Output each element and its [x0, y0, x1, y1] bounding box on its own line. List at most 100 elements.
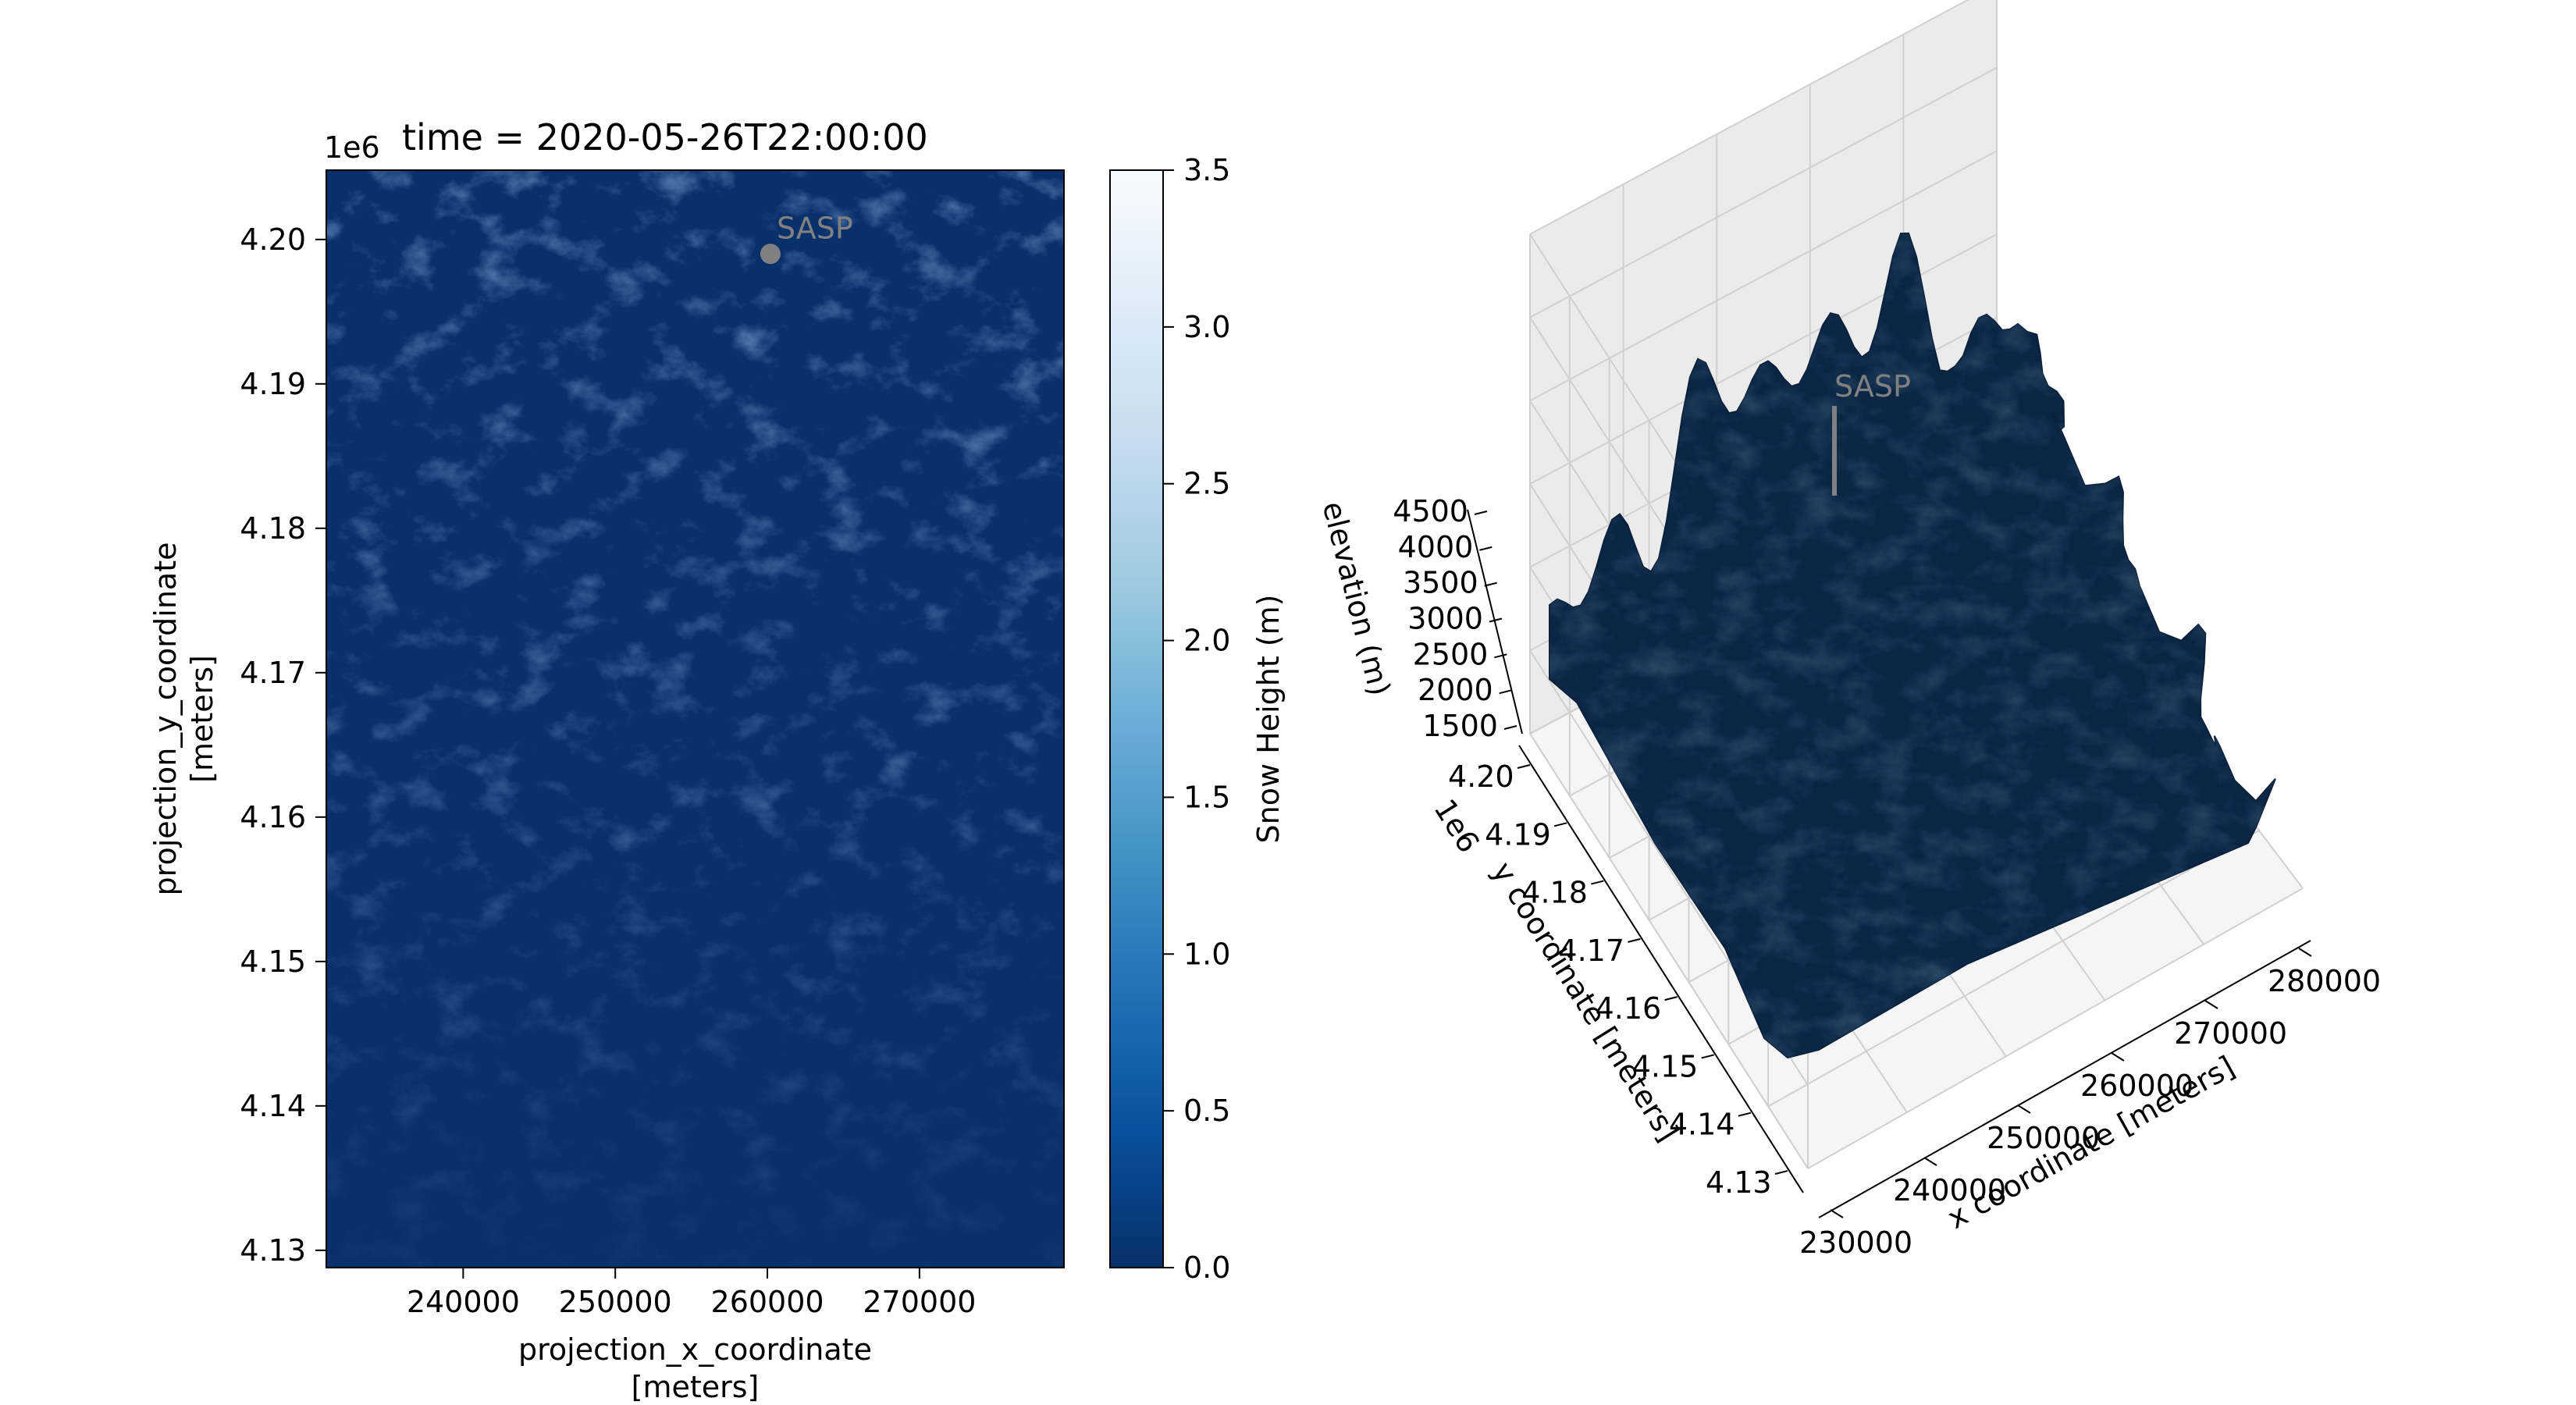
- y3d-tick: [1553, 822, 1567, 827]
- x-tick-label: 250000: [559, 1285, 672, 1319]
- y3d-tick: [1701, 1054, 1714, 1059]
- heatmap-ylabel: projection_y_coordinate: [148, 542, 183, 896]
- colorbar-tick-label: 3.0: [1183, 310, 1230, 344]
- x3d-tick: [2298, 948, 2312, 957]
- x3d-tick: [1923, 1157, 1937, 1166]
- y-tick-label: 4.13: [240, 1233, 306, 1268]
- y-tick-label: 4.18: [240, 511, 306, 546]
- heatmap-xlabel-unit: [meters]: [632, 1370, 760, 1404]
- y-tick-label: 4.20: [240, 222, 306, 257]
- z3d-tick-label: 4500: [1393, 494, 1468, 528]
- z3d-tick: [1489, 617, 1503, 623]
- colorbar-tick-label: 0.0: [1183, 1250, 1230, 1285]
- y3d-tick-label: 4.13: [1706, 1165, 1772, 1200]
- terrain-surface-shading: [1550, 233, 2275, 1058]
- x3d-tick: [2111, 1052, 2125, 1062]
- surface-zlabel: elevation (m): [1315, 498, 1397, 699]
- z3d-tick: [1474, 510, 1488, 515]
- surface-sasp-label: SASP: [1834, 369, 1911, 404]
- heatmap-image: [326, 170, 1064, 1268]
- z3d-tick: [1479, 546, 1493, 551]
- y3d-tick-label: 4.18: [1521, 876, 1588, 910]
- grid-line: [1529, 66, 1998, 318]
- y-tick-label: 4.15: [240, 944, 306, 979]
- x-tick-label: 270000: [863, 1285, 976, 1319]
- x3d-tick: [2204, 1000, 2218, 1009]
- y3d-tick-label: 4.20: [1448, 759, 1514, 794]
- x3d-tick: [2017, 1104, 2031, 1114]
- colorbar-tick-label: 2.0: [1183, 624, 1230, 658]
- x3d-tick-label: 270000: [2174, 1016, 2287, 1051]
- colorbar-bar: [1109, 169, 1164, 1268]
- y3d-tick-label: 4.17: [1558, 934, 1624, 968]
- grid-line: [1807, 887, 2304, 1169]
- y3d-tick: [1628, 937, 1641, 943]
- z3d-tick: [1503, 725, 1517, 730]
- colorbar-tick-label: 1.0: [1183, 937, 1230, 971]
- 3d-axis-lines: [1467, 509, 2311, 1218]
- y3d-tick-label: 4.16: [1596, 991, 1662, 1026]
- grid-line: [1529, 150, 1998, 402]
- z3d-tick-label: 2500: [1413, 637, 1489, 671]
- grid-line: [1529, 733, 1809, 1169]
- heatmap-x-ticks: 240000 250000 260000 270000: [407, 1268, 976, 1319]
- x3d-tick-label: 250000: [1987, 1121, 2100, 1155]
- y3d-tick-label: 4.15: [1632, 1049, 1699, 1083]
- y-tick-label: 4.17: [240, 656, 306, 690]
- surface-sasp-annotation: SASP: [1832, 369, 1911, 496]
- x-tick-label: 260000: [711, 1285, 824, 1319]
- elevation-surface-3d: 230000 240000 250000 260000 270000 280000 4.1…: [1315, 0, 2381, 1260]
- y-offset-label: 1e6: [324, 130, 380, 165]
- colorbar-tick-label: 0.5: [1183, 1094, 1230, 1128]
- heatmap-frame: [326, 169, 1065, 1268]
- colorbar-ticks: 0.0 0.5 1.0 1.5 2.0 2.5 3.0 3.5: [1163, 153, 1230, 1285]
- x3d-tick-label: 230000: [1799, 1225, 1912, 1260]
- sasp-marker: [760, 244, 781, 265]
- heatmap-ylabel-unit: [meters]: [185, 655, 219, 783]
- y-tick-label: 4.16: [240, 800, 306, 834]
- z3d-tick-label: 1500: [1422, 709, 1498, 743]
- x3d-tick-label: 280000: [2268, 964, 2381, 998]
- z3d-tick-label: 3000: [1407, 602, 1483, 636]
- y3d-tick-label: 4.14: [1669, 1108, 1735, 1142]
- colorbar-label: Snow Height (m): [1251, 595, 1286, 844]
- axis-line: [1518, 745, 1804, 1193]
- colorbar-tick-label: 2.5: [1183, 467, 1230, 501]
- axis-line: [1818, 940, 2311, 1218]
- axis-line: [1467, 509, 1523, 735]
- z3d-tick-label: 3500: [1403, 566, 1478, 600]
- colorbar: 0.0 0.5 1.0 1.5 2.0 2.5 3.0 3.5 Snow Height (m): [1109, 153, 1286, 1285]
- 3d-x-ticks: 230000 240000 250000 260000 270000 280000: [1799, 948, 2381, 1260]
- colorbar-tick-label: 1.5: [1183, 780, 1230, 814]
- z3d-tick-label: 2000: [1418, 673, 1493, 707]
- y3d-tick-label: 4.19: [1485, 817, 1551, 852]
- surface-y-offset-label: 1e6: [1427, 793, 1485, 859]
- sasp-annotation: SASP: [760, 211, 853, 265]
- y3d-tick: [1517, 764, 1531, 769]
- 3d-y-ticks: 4.13 4.14 4.15 4.16 4.17 4.18 4.19 4.20: [1448, 759, 1788, 1200]
- grid-line: [1767, 830, 2260, 1108]
- heatmap-valley-fade: [326, 170, 1064, 1268]
- y-tick-label: 4.14: [240, 1089, 306, 1123]
- snow-height-heatmap: time = 2020-05-26T22:00:00 1e6 240000 250…: [148, 116, 1065, 1404]
- heatmap-y-ticks: 4.13 4.14 4.15 4.16 4.17 4.18 4.19 4.20: [240, 222, 326, 1268]
- colorbar-tick-label: 3.5: [1183, 153, 1230, 187]
- grid-line: [1529, 0, 1969, 235]
- y-tick-label: 4.19: [240, 367, 306, 401]
- y3d-tick: [1774, 1170, 1788, 1175]
- y3d-tick: [1738, 1112, 1752, 1117]
- x3d-tick-label: 240000: [1893, 1173, 2006, 1208]
- x3d-tick-label: 260000: [2080, 1069, 2194, 1103]
- x-tick-label: 240000: [407, 1285, 520, 1319]
- y3d-tick: [1664, 996, 1678, 1001]
- z3d-tick: [1484, 582, 1497, 587]
- heatmap-title: time = 2020-05-26T22:00:00: [402, 116, 928, 158]
- x3d-tick: [1830, 1209, 1844, 1218]
- y3d-tick: [1591, 880, 1604, 885]
- terrain-surface: [1549, 232, 2276, 1059]
- sasp-label: SASP: [777, 211, 853, 245]
- z3d-tick-label: 4000: [1398, 530, 1474, 564]
- z3d-tick: [1499, 689, 1512, 695]
